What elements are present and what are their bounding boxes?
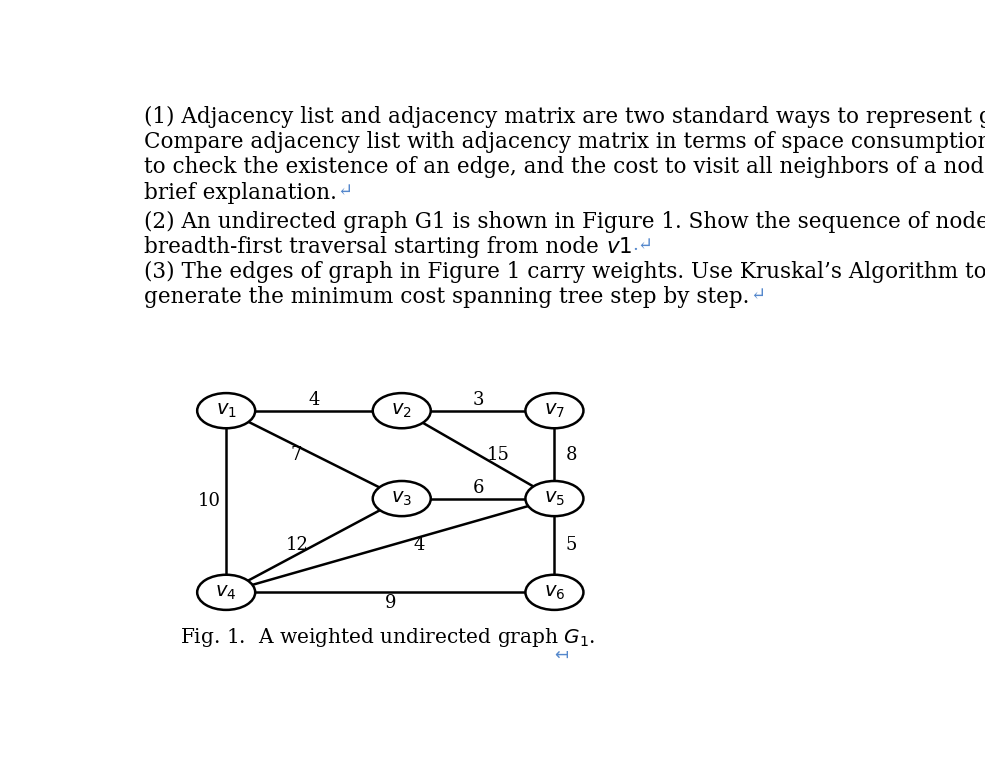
Text: 15: 15	[487, 446, 509, 463]
Text: ↵: ↵	[338, 182, 353, 199]
Text: Compare adjacency list with adjacency matrix in terms of space consumption, the : Compare adjacency list with adjacency ma…	[145, 131, 985, 153]
Text: (2) An undirected graph G1 is shown in Figure 1. Show the sequence of nodes in t: (2) An undirected graph G1 is shown in F…	[145, 211, 985, 233]
Ellipse shape	[197, 575, 255, 610]
Text: $\mathit{v}_{3}$: $\mathit{v}_{3}$	[391, 489, 413, 508]
Text: (3) The edges of graph in Figure 1 carry weights. Use Kruskal’s Algorithm to: (3) The edges of graph in Figure 1 carry…	[145, 261, 985, 283]
Text: $\mathit{v}_{1}$: $\mathit{v}_{1}$	[216, 401, 236, 420]
Text: 7: 7	[291, 446, 301, 463]
Text: ↵: ↵	[750, 286, 765, 304]
Text: 8: 8	[565, 446, 577, 463]
Text: 3: 3	[473, 391, 484, 409]
Text: $\mathit{v}_{7}$: $\mathit{v}_{7}$	[544, 401, 565, 420]
Text: brief explanation.: brief explanation.	[145, 182, 338, 203]
Text: Fig. 1.  A weighted undirected graph $G_1$.: Fig. 1. A weighted undirected graph $G_1…	[180, 626, 596, 648]
Text: $\mathit{v}_{6}$: $\mathit{v}_{6}$	[544, 583, 565, 602]
Ellipse shape	[197, 393, 255, 428]
Text: $v1$: $v1$	[606, 236, 632, 258]
Text: 9: 9	[384, 594, 396, 612]
Text: 4: 4	[414, 537, 425, 555]
Text: 4: 4	[308, 391, 320, 409]
Ellipse shape	[525, 393, 583, 428]
Text: $\mathit{v}_{5}$: $\mathit{v}_{5}$	[544, 489, 565, 508]
Ellipse shape	[372, 481, 430, 516]
Text: to check the existence of an edge, and the cost to visit all neighbors of a node: to check the existence of an edge, and t…	[145, 156, 985, 178]
Text: breadth-first traversal starting from node: breadth-first traversal starting from no…	[145, 236, 606, 258]
Text: $\mathit{v}_{2}$: $\mathit{v}_{2}$	[391, 401, 412, 420]
Text: ↤: ↤	[555, 646, 568, 664]
Text: 12: 12	[286, 537, 308, 555]
Ellipse shape	[525, 481, 583, 516]
Ellipse shape	[372, 393, 430, 428]
Ellipse shape	[525, 575, 583, 610]
Text: (1) Adjacency list and adjacency matrix are two standard ways to represent graph: (1) Adjacency list and adjacency matrix …	[145, 106, 985, 128]
Text: 6: 6	[473, 479, 484, 497]
Text: 5: 5	[565, 537, 577, 555]
Text: 10: 10	[198, 492, 221, 511]
Text: generate the minimum cost spanning tree step by step.: generate the minimum cost spanning tree …	[145, 286, 750, 308]
Text: .↵: .↵	[632, 236, 653, 254]
Text: $\mathit{v}_{4}$: $\mathit{v}_{4}$	[216, 583, 236, 602]
